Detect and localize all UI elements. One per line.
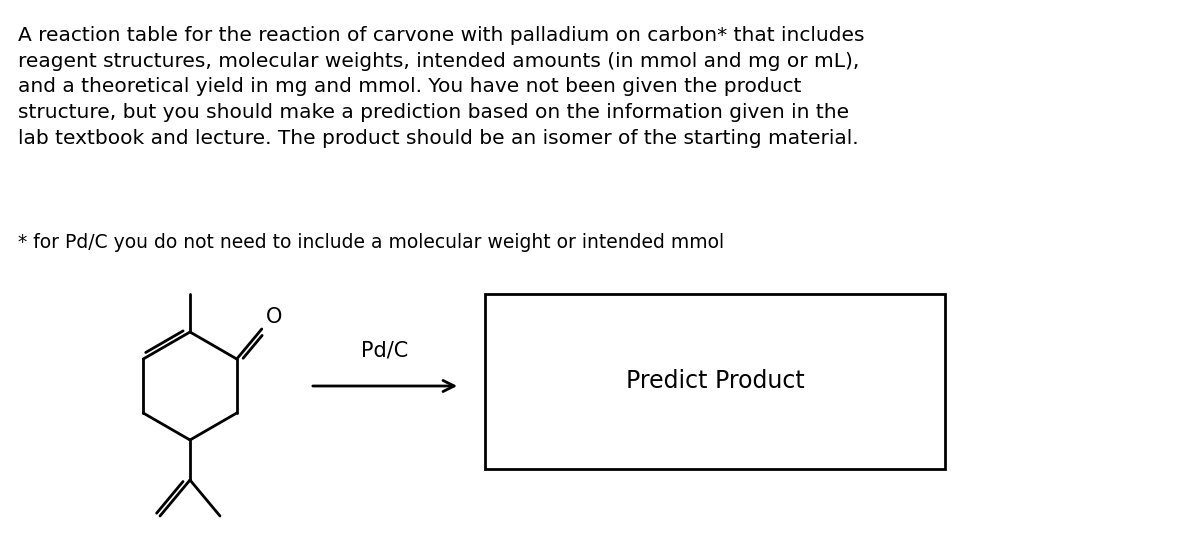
Text: O: O	[265, 307, 282, 327]
Text: Predict Product: Predict Product	[625, 370, 804, 393]
Text: Pd/C: Pd/C	[361, 341, 409, 361]
Text: A reaction table for the reaction of carvone with palladium on carbon* that incl: A reaction table for the reaction of car…	[18, 26, 864, 148]
Bar	[485, 294, 946, 469]
Text: * for Pd/C you do not need to include a molecular weight or intended mmol: * for Pd/C you do not need to include a …	[18, 233, 724, 252]
